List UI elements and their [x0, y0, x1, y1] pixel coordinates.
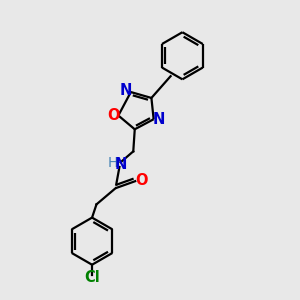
Text: N: N — [119, 83, 132, 98]
Text: O: O — [135, 173, 148, 188]
Text: N: N — [115, 157, 127, 172]
Text: Cl: Cl — [84, 270, 100, 285]
Text: H: H — [108, 156, 118, 170]
Text: N: N — [153, 112, 165, 127]
Text: O: O — [107, 108, 120, 123]
